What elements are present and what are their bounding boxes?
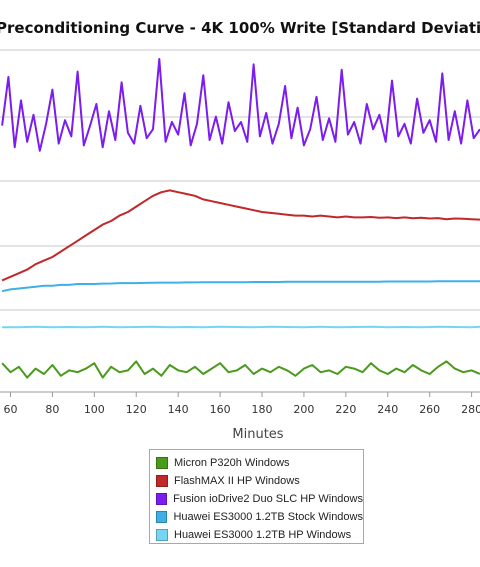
legend-item-3: Huawei ES3000 1.2TB Stock Windows (156, 508, 363, 526)
x-tick-label-80: 80 (45, 403, 59, 416)
legend-swatch-2 (156, 493, 168, 505)
series-line-1 (1, 189, 480, 282)
legend-swatch-3 (156, 511, 168, 523)
x-tick-label-140: 140 (168, 403, 189, 416)
legend-swatch-1 (156, 475, 168, 487)
series-line-3 (1, 280, 480, 293)
legend-swatch-0 (156, 457, 168, 469)
legend-item-1: FlashMAX II HP Windows (156, 472, 363, 490)
x-tick-label-160: 160 (210, 403, 231, 416)
legend-swatch-4 (156, 529, 168, 541)
legend-item-2: Fusion ioDrive2 Duo SLC HP Windows (156, 490, 363, 508)
legend-label-0: Micron P320h Windows (174, 457, 290, 469)
x-tick-label-200: 200 (293, 403, 314, 416)
series-line-0 (1, 360, 480, 379)
legend-label-4: Huawei ES3000 1.2TB HP Windows (174, 529, 352, 541)
grid (0, 49, 480, 393)
x-axis-label: Minutes (232, 427, 283, 442)
legend-label-3: Huawei ES3000 1.2TB Stock Windows (173, 511, 363, 523)
series-line-2 (1, 58, 480, 152)
x-tick-label-180: 180 (252, 403, 273, 416)
legend-item-0: Micron P320h Windows (156, 454, 363, 472)
x-tick-label-60: 60 (3, 403, 17, 416)
legend: Micron P320h Windows FlashMAX II HP Windo… (149, 449, 364, 544)
legend-item-4: Huawei ES3000 1.2TB HP Windows (156, 526, 363, 544)
chart-title: Preconditioning Curve - 4K 100% Write [S… (0, 19, 480, 37)
x-tick-label-280: 280 (461, 403, 480, 416)
x-tick-label-260: 260 (419, 403, 440, 416)
x-tick-label-100: 100 (84, 403, 105, 416)
legend-label-2: Fusion ioDrive2 Duo SLC HP Windows (173, 493, 363, 505)
series-lines (1, 58, 480, 379)
x-tick-label-240: 240 (377, 403, 398, 416)
legend-label-1: FlashMAX II HP Windows (174, 475, 300, 487)
x-axis-ticks: 60 80 100 120 140 160 180 200 220 240 260 280 (3, 392, 480, 416)
x-tick-label-220: 220 (335, 403, 356, 416)
x-tick-label-120: 120 (126, 403, 147, 416)
